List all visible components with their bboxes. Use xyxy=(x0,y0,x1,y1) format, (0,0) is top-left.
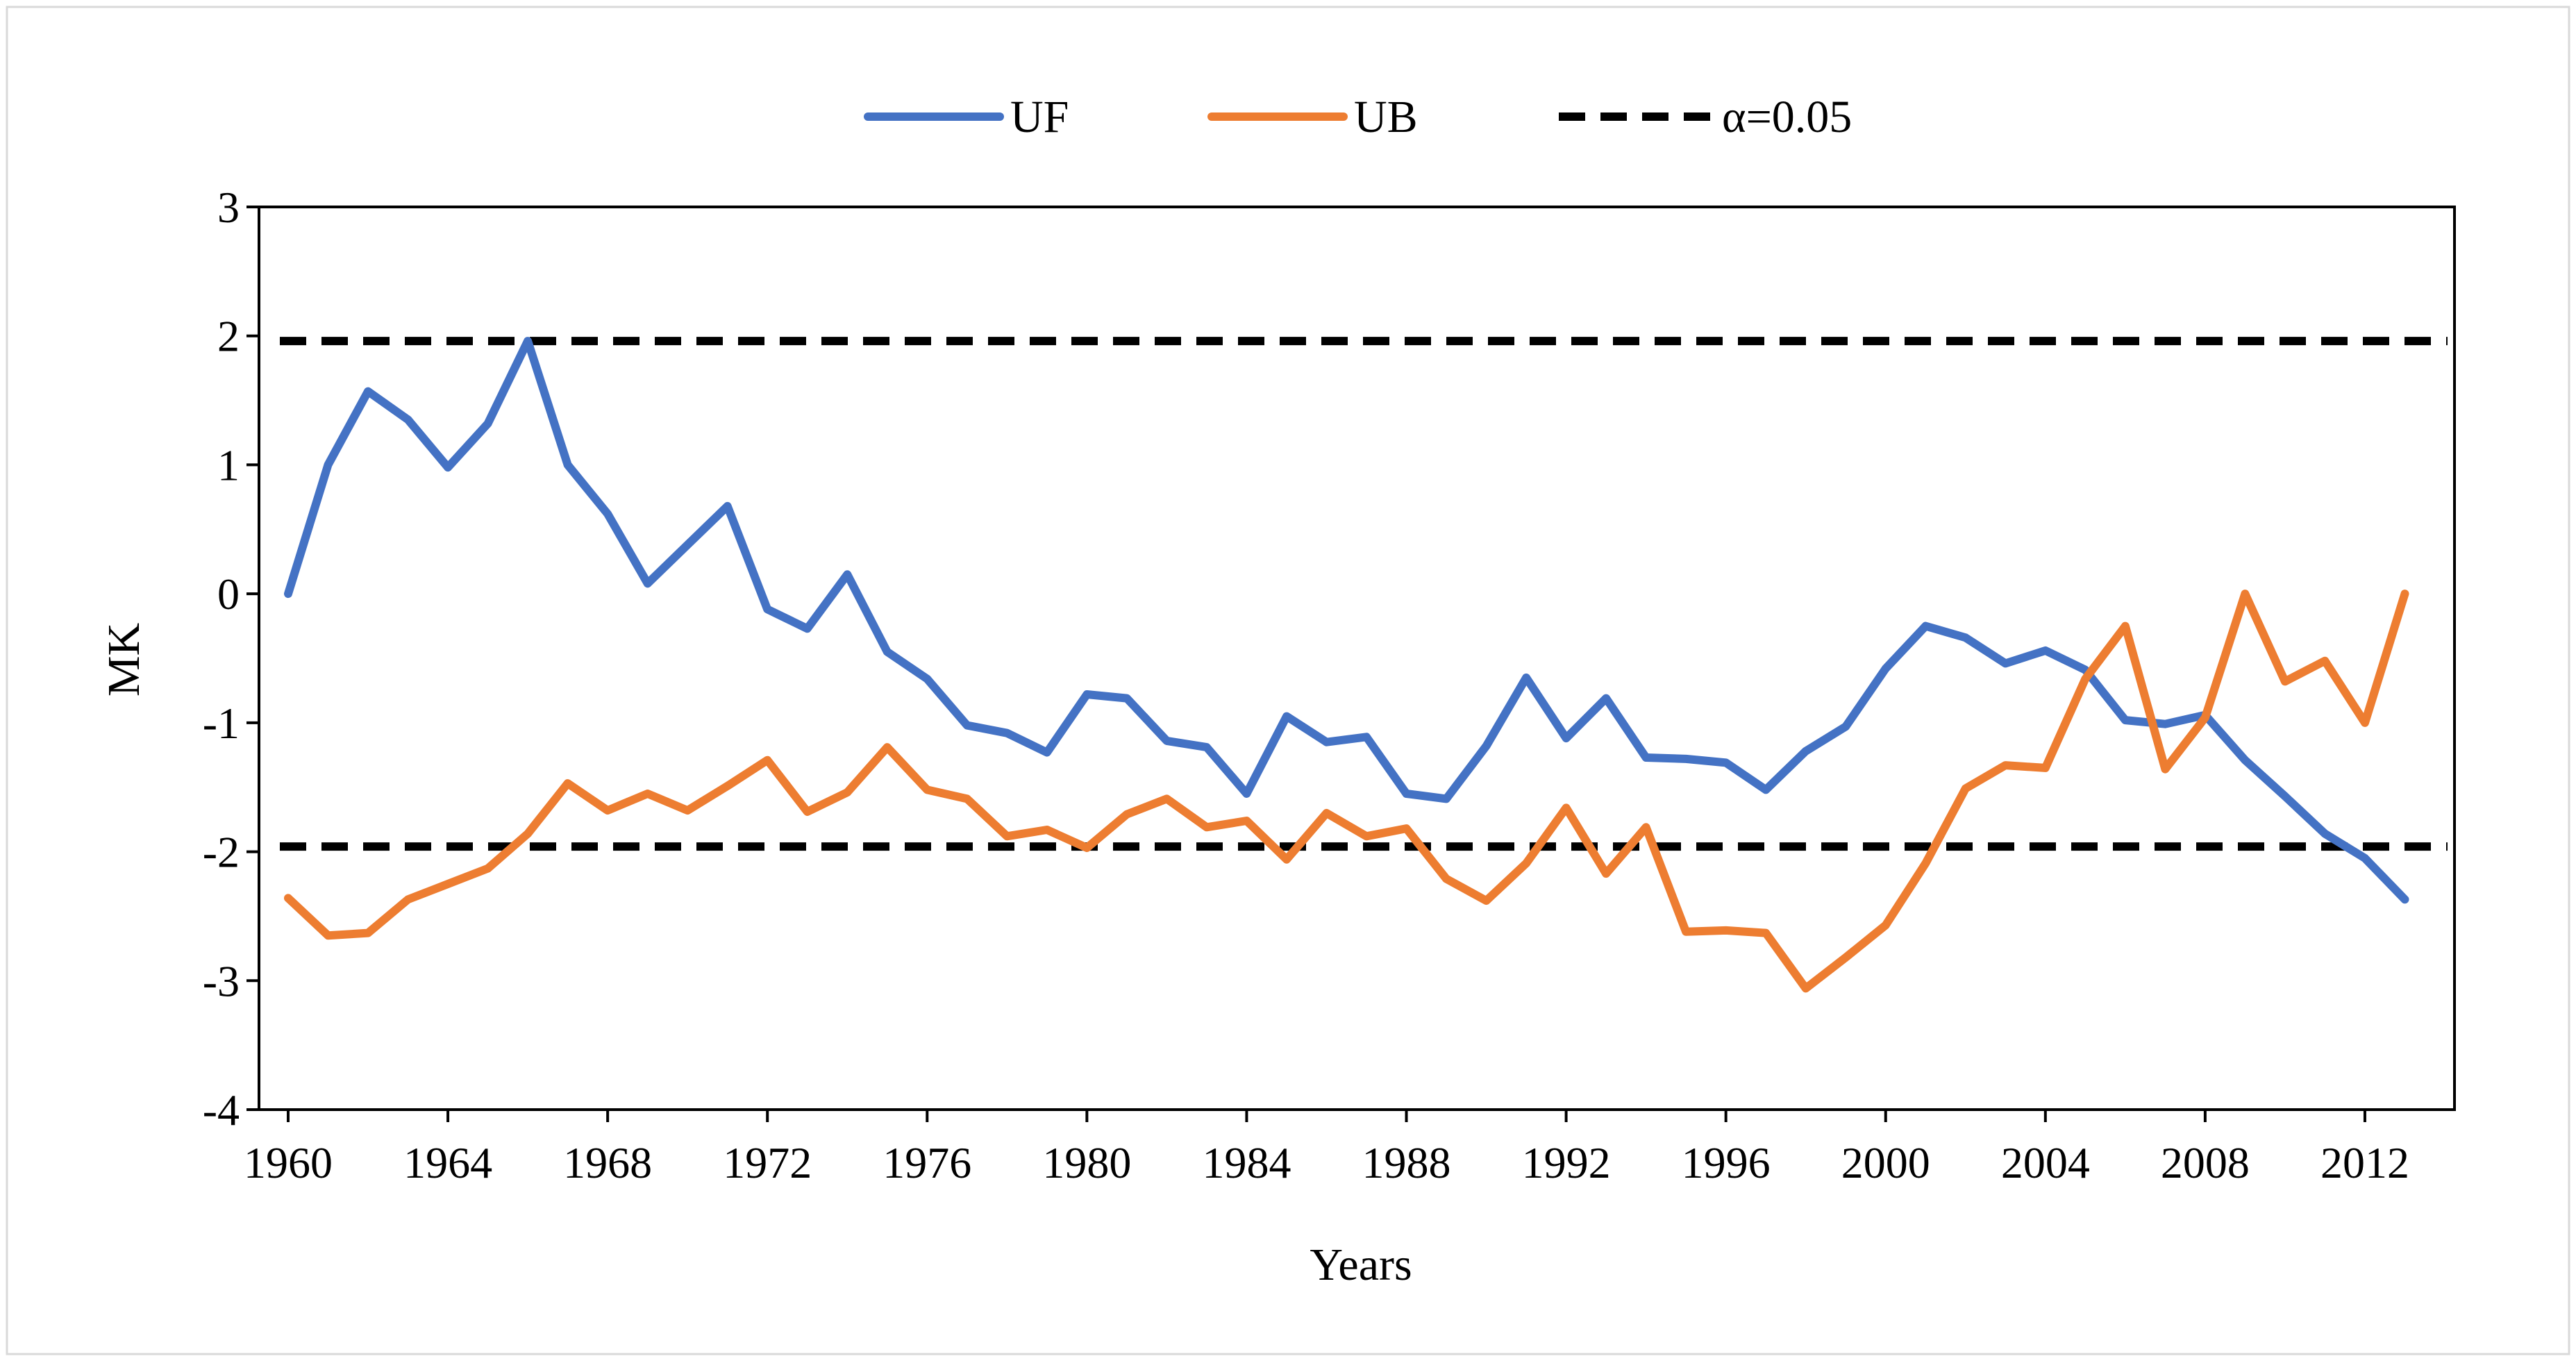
y-tick-label: 2 xyxy=(217,312,240,361)
y-tick-label: -1 xyxy=(203,699,240,748)
x-tick-label: 2004 xyxy=(2001,1138,2090,1187)
legend-label-ub: UB xyxy=(1354,92,1418,142)
y-tick-label: 3 xyxy=(217,183,240,232)
x-tick-label: 1960 xyxy=(244,1138,333,1187)
x-tick-label: 1996 xyxy=(1682,1138,1771,1187)
x-tick-label: 2012 xyxy=(2320,1138,2409,1187)
x-tick-label: 1992 xyxy=(1522,1138,1611,1187)
x-tick-label: 1980 xyxy=(1042,1138,1131,1187)
y-tick-label: -3 xyxy=(203,956,240,1005)
x-tick-label: 1976 xyxy=(883,1138,971,1187)
x-tick-label: 1984 xyxy=(1202,1138,1291,1187)
x-tick-label: 1968 xyxy=(563,1138,652,1187)
plot-border xyxy=(258,206,2456,1111)
x-tick-label: 2008 xyxy=(2161,1138,2250,1187)
y-tick-label: 1 xyxy=(217,440,240,490)
y-tick-label: 0 xyxy=(217,569,240,619)
legend-label-alpha: α=0.05 xyxy=(1722,92,1852,142)
y-tick-label: -2 xyxy=(203,828,240,877)
x-tick-label: 1988 xyxy=(1362,1138,1451,1187)
y-axis-title: MK xyxy=(99,623,149,696)
series-line-ub xyxy=(284,590,2409,993)
x-tick-label: 1964 xyxy=(403,1138,492,1187)
legend: UF UB α=0.05 xyxy=(864,92,1852,142)
series-line-uf xyxy=(284,337,2409,904)
legend-label-uf: UF xyxy=(1010,92,1069,142)
x-axis-title: Years xyxy=(1310,1239,1412,1290)
y-tick-label: -4 xyxy=(203,1085,240,1135)
x-tick-label: 1972 xyxy=(723,1138,812,1187)
x-tick-label: 2000 xyxy=(1841,1138,1930,1187)
